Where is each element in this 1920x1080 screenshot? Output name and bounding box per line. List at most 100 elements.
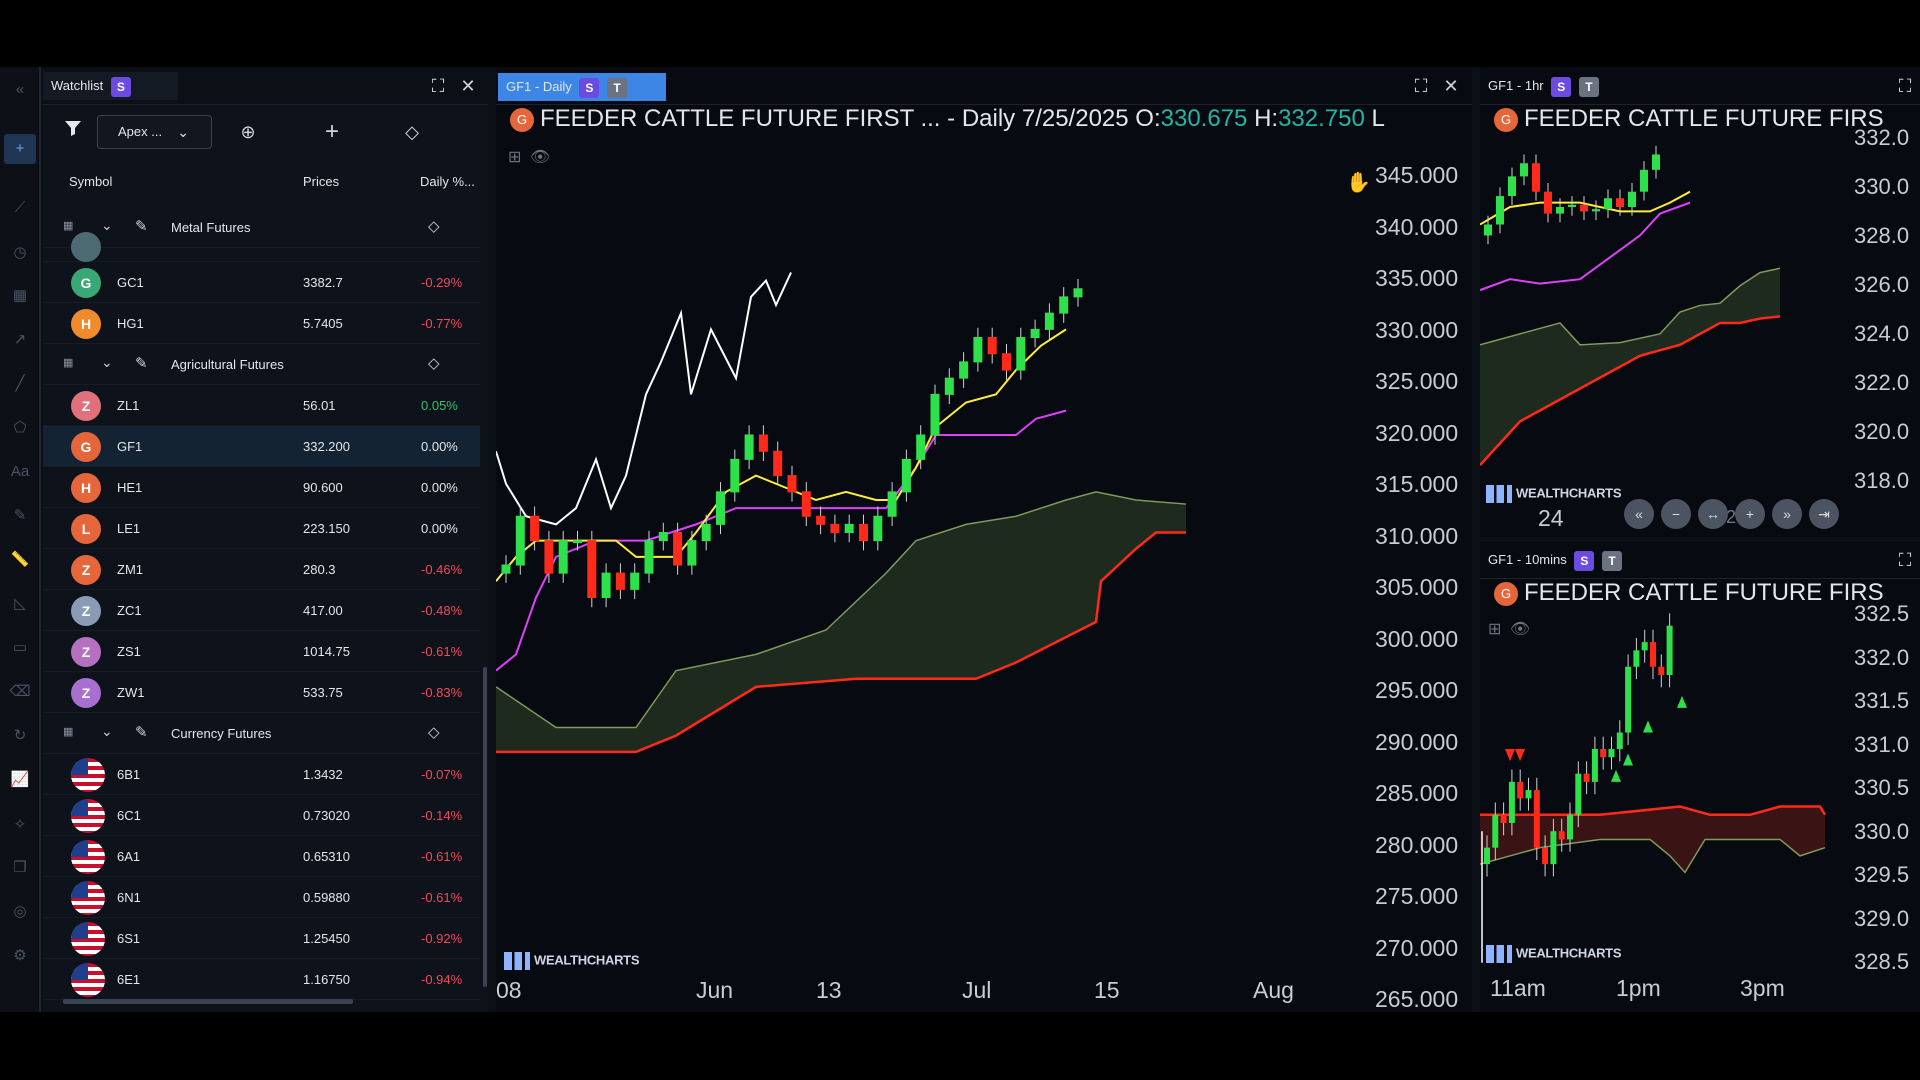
daily-tab-label: GF1 - Daily <box>506 79 572 94</box>
copy-icon[interactable]: ❐ <box>13 859 27 876</box>
scroll-left-fast-icon[interactable]: « <box>1624 499 1654 529</box>
candle-body <box>1532 163 1540 192</box>
shapes-icon[interactable]: ⬠ <box>13 419 27 436</box>
candle-body <box>673 532 683 566</box>
watchlist-row[interactable]: G GF1 332.200 0.00% <box>43 426 480 467</box>
column-symbol[interactable]: Symbol <box>69 174 113 189</box>
brush-icon[interactable]: ✎ <box>13 507 27 524</box>
candle-body <box>1550 831 1557 865</box>
watchlist-selector[interactable]: Apex ... ⌄ <box>97 115 212 149</box>
drag-handle-icon[interactable]: ▦ <box>63 726 74 738</box>
hourly-chart-tab[interactable]: GF1 - 1hr S T <box>1480 72 1612 100</box>
candle-body <box>816 515 826 525</box>
maximize-icon[interactable]: ⛶ <box>1414 76 1428 96</box>
candle-body <box>1044 312 1054 330</box>
filter-icon[interactable] <box>61 117 85 147</box>
eye-icon[interactable]: 👁 <box>530 149 551 166</box>
maximize-icon[interactable]: ⛶ <box>431 76 445 96</box>
target-icon[interactable]: ◎ <box>13 903 27 920</box>
watchlist-row[interactable]: Z ZW1 533.75 -0.83% <box>43 672 480 713</box>
tenmin-chart-tab[interactable]: GF1 - 10mins S T <box>1480 546 1630 574</box>
eraser-icon[interactable]: ◇ <box>428 724 440 741</box>
row-symbol: 6E1 <box>117 972 141 987</box>
eraser-icon[interactable]: ◇ <box>428 218 440 235</box>
watchlist-row[interactable]: H HE1 90.600 0.00% <box>43 467 480 508</box>
eraser-tool-icon[interactable]: ◇ <box>405 122 419 142</box>
daily-chart-tab[interactable]: GF1 - Daily S T <box>498 73 666 101</box>
watchlist-row[interactable]: 6S1 1.25450 -0.92% <box>43 918 480 959</box>
column-daily-change[interactable]: Daily %... <box>420 174 475 189</box>
watchlist-row[interactable]: G GC1 3382.7 -0.29% <box>43 262 480 303</box>
trend-line-icon[interactable]: ⟋ <box>14 199 26 216</box>
arrow-icon[interactable]: ↗ <box>13 331 27 348</box>
price-tick-label: 328.5 <box>1854 949 1910 974</box>
us-flag-icon <box>71 963 105 997</box>
collapse-icon[interactable]: « <box>15 81 25 98</box>
clock-icon[interactable]: ◷ <box>13 244 27 261</box>
column-prices[interactable]: Prices <box>303 174 340 189</box>
watchlist-row[interactable]: 6N1 0.59880 -0.61% <box>43 877 480 918</box>
close-icon[interactable]: ✕ <box>460 76 476 96</box>
scroll-right-fast-icon[interactable]: » <box>1772 499 1802 529</box>
edit-icon[interactable]: ✎ <box>135 724 148 741</box>
row-change: -0.48% <box>421 603 463 618</box>
daily-chart-canvas[interactable] <box>496 107 1368 967</box>
hourly-chart-canvas[interactable] <box>1480 107 1850 527</box>
edit-icon[interactable]: ✎ <box>135 355 148 372</box>
add-indicator-icon[interactable]: ⊞ <box>1488 621 1502 638</box>
drag-handle-icon[interactable]: ▦ <box>63 220 74 232</box>
chevron-down-icon[interactable]: ⌄ <box>101 723 113 739</box>
watchlist-row[interactable]: 6E1 1.16750 -0.94% <box>43 959 480 1000</box>
reset-zoom-icon[interactable]: ↔ <box>1698 499 1728 529</box>
watchlist-row[interactable]: Z ZS1 1014.75 -0.61% <box>43 631 480 672</box>
measure-icon[interactable]: ◺ <box>14 595 26 612</box>
text-icon[interactable]: Aa <box>10 463 30 480</box>
chevron-down-icon[interactable]: ⌄ <box>101 217 113 233</box>
watchlist-row[interactable]: 6B1 1.3432 -0.07% <box>43 754 480 795</box>
maximize-icon[interactable]: ⛶ <box>1898 550 1912 570</box>
add-indicator-icon[interactable]: ⊞ <box>508 149 522 166</box>
maximize-icon[interactable]: ⛶ <box>1898 76 1912 96</box>
watchlist-row[interactable]: H HG1 5.7405 -0.77% <box>43 303 480 344</box>
watchlist-row[interactable]: L LE1 223.150 0.00% <box>43 508 480 549</box>
scroll-to-end-icon[interactable]: ⇥ <box>1809 499 1839 529</box>
zoom-out-icon[interactable]: − <box>1661 499 1691 529</box>
layers-icon[interactable]: ▭ <box>12 639 28 656</box>
line-icon[interactable]: ╱ <box>15 375 25 392</box>
crosshair-icon[interactable]: + <box>4 134 36 164</box>
watchlist-row[interactable]: Z ZL1 56.01 0.05% <box>43 385 480 426</box>
nodes-icon[interactable]: ⟡ <box>15 815 25 832</box>
group-header-currency[interactable]: ▦ ⌄ ✎ Currency Futures ◇ <box>43 713 480 754</box>
settings-icon[interactable]: ⚙ <box>13 947 27 964</box>
watchlist-tab[interactable]: Watchlist S <box>43 72 178 100</box>
eye-icon[interactable]: 👁 <box>1510 621 1531 638</box>
candle-body <box>1641 642 1648 651</box>
chevron-down-icon[interactable]: ⌄ <box>101 354 113 370</box>
ruler-icon[interactable]: 📏 <box>10 551 30 568</box>
row-price: 1.3432 <box>303 767 343 782</box>
horizontal-scrollbar[interactable] <box>63 999 353 1004</box>
watchlist-row[interactable]: 6A1 0.65310 -0.61% <box>43 836 480 877</box>
candle-body <box>873 515 883 542</box>
calendar-icon[interactable]: ▦ <box>12 287 28 304</box>
add-circle-icon[interactable]: ⊕ <box>240 122 256 142</box>
chart-icon[interactable]: 📈 <box>10 771 30 788</box>
watchlist-row[interactable]: Z ZM1 280.3 -0.46% <box>43 549 480 590</box>
vertical-scrollbar[interactable] <box>483 667 487 987</box>
close-icon[interactable]: ✕ <box>1443 76 1459 96</box>
watchlist-row[interactable]: 6C1 0.73020 -0.14% <box>43 795 480 836</box>
add-icon[interactable]: + <box>324 118 339 145</box>
tenmin-chart-canvas[interactable] <box>1480 581 1850 981</box>
drag-handle-icon[interactable]: ▦ <box>63 357 74 369</box>
price-tick-label: 332.0 <box>1854 644 1910 670</box>
refresh-icon[interactable]: ↻ <box>13 727 27 744</box>
edit-icon[interactable]: ✎ <box>135 218 148 235</box>
eraser-icon[interactable]: ⌫ <box>9 683 31 700</box>
zoom-in-icon[interactable]: + <box>1735 499 1765 529</box>
group-header-metal[interactable]: ▦ ⌄ ✎ Metal Futures ◇ <box>43 207 480 248</box>
watchlist-row[interactable]: Z ZC1 417.00 -0.48% <box>43 590 480 631</box>
eraser-icon[interactable]: ◇ <box>428 355 440 372</box>
signal-arrow <box>1611 769 1621 782</box>
group-header-agri[interactable]: ▦ ⌄ ✎ Agricultural Futures ◇ <box>43 344 480 385</box>
time-tick-label: 08 <box>496 977 522 1003</box>
